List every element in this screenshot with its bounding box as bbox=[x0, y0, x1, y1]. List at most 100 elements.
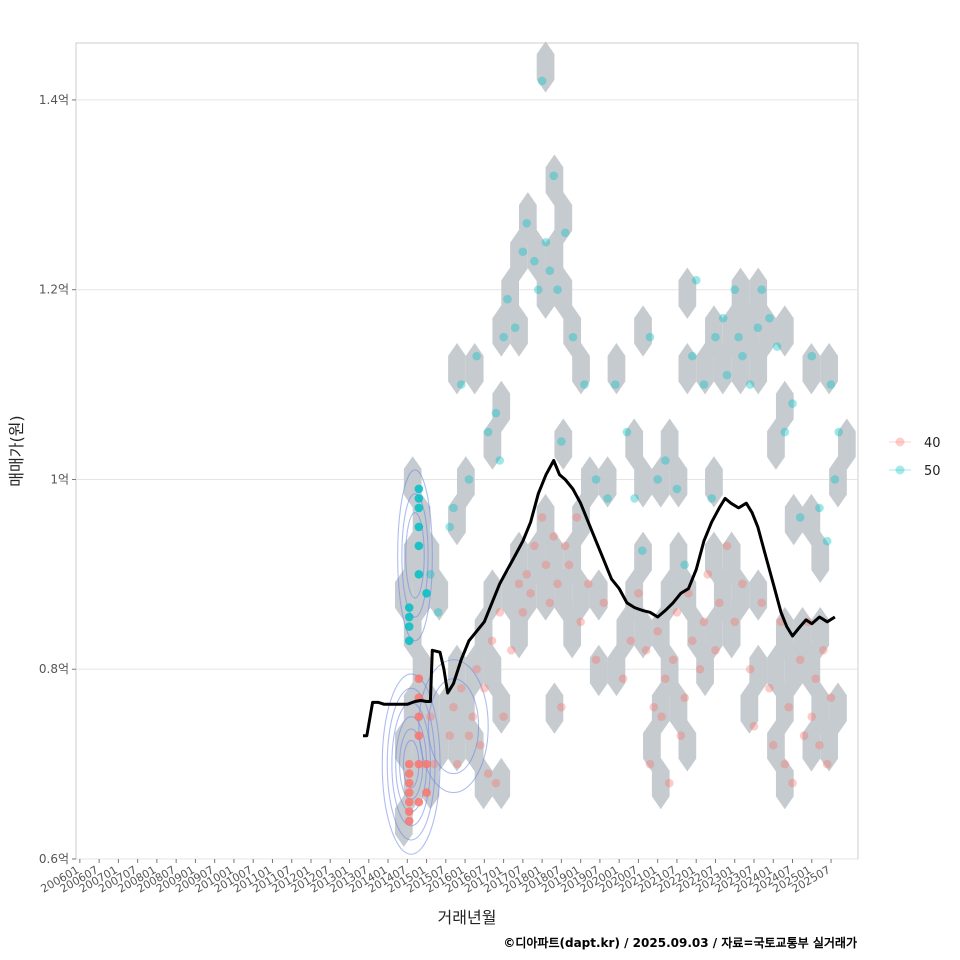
data-point-40 bbox=[815, 740, 824, 750]
hex-bin bbox=[634, 305, 652, 357]
hex-bin bbox=[696, 644, 714, 697]
hex-bin bbox=[802, 644, 821, 697]
data-point-50 bbox=[826, 380, 836, 389]
hex-bin bbox=[740, 305, 759, 357]
hex-bin bbox=[527, 229, 546, 282]
moving-average-line bbox=[363, 459, 836, 738]
data-point-40 bbox=[676, 731, 686, 740]
data-point-50 bbox=[653, 475, 662, 484]
hex-bin bbox=[802, 343, 821, 395]
data-point-40 bbox=[468, 712, 478, 721]
y-axis-ticks: 0.6억 0.8억 1억 1.2억 1.4억 bbox=[39, 93, 76, 866]
hex-bin bbox=[651, 682, 670, 734]
data-point-40 bbox=[483, 769, 493, 778]
data-point-40 bbox=[518, 608, 528, 617]
data-point-40 bbox=[572, 513, 582, 522]
data-point-40 bbox=[784, 702, 793, 712]
data-point-40 bbox=[404, 816, 414, 826]
hex-bin bbox=[660, 569, 679, 621]
data-point-50 bbox=[414, 522, 424, 532]
hex-bin bbox=[669, 682, 688, 734]
legend: 40 50 bbox=[889, 436, 941, 479]
hex-bin bbox=[456, 682, 475, 734]
data-point-40 bbox=[414, 674, 424, 684]
data-point-40 bbox=[487, 636, 497, 646]
data-point-50 bbox=[510, 323, 520, 332]
hex-bin bbox=[483, 569, 502, 621]
hex-bin bbox=[749, 267, 768, 319]
hex-bin bbox=[536, 569, 555, 621]
data-point-40 bbox=[626, 636, 636, 646]
data-point-40 bbox=[480, 683, 489, 693]
hex-bin bbox=[519, 192, 537, 244]
hex-bin bbox=[705, 305, 723, 357]
hex-bin bbox=[722, 305, 741, 357]
hex-bin bbox=[767, 418, 785, 470]
data-point-40 bbox=[499, 712, 508, 721]
source-caption: ©디아파트(dapt.kr) / 2025.09.03 / 자료=국토교통부 실… bbox=[503, 935, 857, 950]
data-point-40 bbox=[661, 674, 670, 684]
data-point-40 bbox=[780, 759, 790, 769]
hex-bin bbox=[669, 456, 688, 508]
hex-bin bbox=[660, 644, 679, 697]
data-point-40 bbox=[765, 683, 774, 693]
hex-bin bbox=[545, 531, 564, 583]
data-point-50 bbox=[753, 323, 763, 332]
hex-bin bbox=[474, 607, 493, 659]
data-point-50 bbox=[549, 171, 558, 181]
data-point-40 bbox=[795, 655, 805, 665]
data-point-40 bbox=[819, 645, 828, 655]
data-point-40 bbox=[730, 617, 740, 627]
hex-bin bbox=[820, 720, 838, 772]
data-point-50 bbox=[483, 427, 493, 437]
hex-bin bbox=[660, 418, 679, 470]
data-point-50 bbox=[495, 456, 505, 465]
data-point-40 bbox=[680, 693, 689, 702]
data-point-40 bbox=[557, 702, 566, 712]
hex-bin bbox=[802, 493, 821, 546]
hex-bin bbox=[767, 720, 785, 772]
data-point-50 bbox=[745, 380, 755, 389]
data-point-50 bbox=[414, 541, 424, 551]
hex-bin bbox=[510, 531, 528, 583]
data-point-50 bbox=[491, 408, 501, 418]
hex-bin bbox=[448, 493, 466, 546]
hex-bin bbox=[749, 569, 768, 621]
data-point-40 bbox=[507, 645, 516, 655]
data-point-40 bbox=[545, 598, 555, 608]
hex-bin bbox=[802, 720, 821, 772]
data-point-40 bbox=[491, 778, 501, 788]
data-point-50 bbox=[553, 285, 562, 294]
hex-bin bbox=[775, 757, 794, 810]
data-point-40 bbox=[445, 731, 454, 740]
data-point-40 bbox=[514, 579, 524, 589]
data-point-50 bbox=[530, 256, 539, 266]
data-point-50 bbox=[661, 456, 670, 465]
hex-bin bbox=[749, 644, 768, 697]
hex-bin bbox=[465, 343, 484, 395]
data-point-50 bbox=[815, 503, 824, 513]
hex-bin bbox=[465, 644, 484, 697]
hex-bin bbox=[492, 757, 511, 810]
density-contour bbox=[381, 673, 441, 855]
data-point-40 bbox=[404, 769, 414, 778]
hex-bin bbox=[705, 531, 723, 583]
hex-bin bbox=[634, 456, 652, 508]
data-point-40 bbox=[664, 778, 674, 788]
hex-bin bbox=[563, 531, 582, 583]
data-point-40 bbox=[414, 731, 424, 740]
legend-key-50 bbox=[895, 465, 905, 475]
hex-bin bbox=[758, 305, 776, 357]
data-point-40 bbox=[799, 731, 809, 740]
data-point-40 bbox=[645, 759, 655, 769]
data-point-50 bbox=[449, 503, 458, 513]
data-point-40 bbox=[422, 788, 431, 797]
data-point-40 bbox=[745, 664, 755, 674]
data-point-40 bbox=[404, 788, 414, 797]
data-point-50 bbox=[611, 380, 620, 389]
data-point-40 bbox=[576, 617, 585, 627]
density-contour bbox=[386, 687, 436, 841]
hex-bin bbox=[554, 569, 573, 621]
hex-bin bbox=[722, 531, 741, 583]
